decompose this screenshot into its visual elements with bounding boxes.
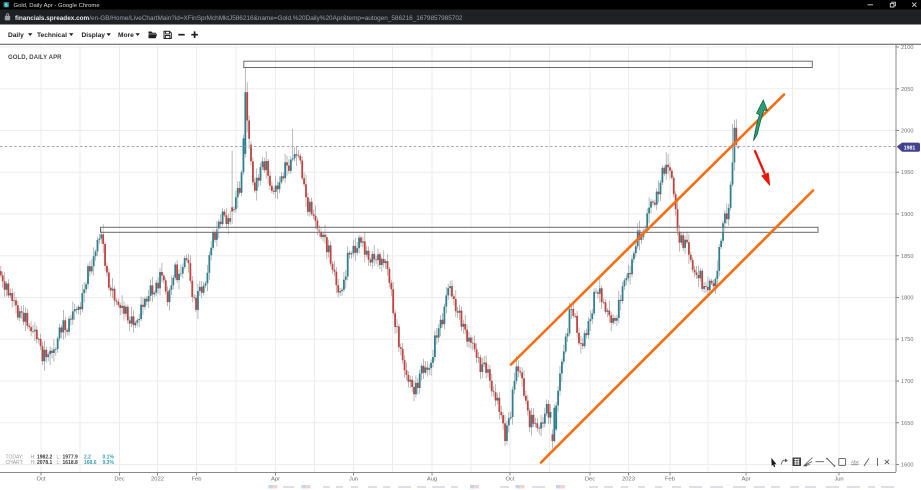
svg-text:Display: Display: [82, 32, 106, 39]
svg-text:L:: L:: [57, 460, 61, 466]
svg-text:2100: 2100: [901, 45, 913, 51]
svg-text:Gold, Daily Apr - Google Chrom: Gold, Daily Apr - Google Chrome: [14, 3, 101, 9]
svg-text:2.2: 2.2: [84, 454, 91, 460]
svg-text:1750: 1750: [901, 337, 913, 343]
svg-text:168.6: 168.6: [84, 460, 97, 466]
svg-text:1981: 1981: [904, 145, 916, 151]
svg-text:Apr: Apr: [271, 477, 280, 483]
svg-text:H:: H:: [31, 460, 36, 466]
svg-text:TODAY:: TODAY:: [6, 454, 24, 460]
svg-text:9.3%: 9.3%: [103, 460, 115, 466]
svg-text:Feb: Feb: [192, 477, 202, 483]
svg-text:GOLD, DAILY APR: GOLD, DAILY APR: [8, 55, 62, 61]
svg-text:1700: 1700: [901, 379, 913, 385]
svg-text:Abc: Abc: [851, 460, 860, 465]
svg-text:Technical: Technical: [37, 32, 67, 39]
svg-text:2000: 2000: [901, 129, 913, 135]
svg-text:financials.spreadex.com/en-GB/: financials.spreadex.com/en-GB/Home/LiveC…: [15, 15, 463, 22]
svg-text:Aug: Aug: [427, 477, 437, 483]
svg-text:1800: 1800: [901, 296, 913, 302]
svg-text:2078.1: 2078.1: [37, 460, 53, 466]
svg-text:Dec: Dec: [585, 477, 595, 483]
svg-text:S: S: [5, 3, 8, 8]
svg-text:Jun: Jun: [834, 477, 843, 483]
svg-text:Daily: Daily: [8, 32, 24, 39]
svg-text:L:: L:: [57, 454, 61, 460]
svg-text:Oct: Oct: [505, 477, 514, 483]
svg-text:2050: 2050: [901, 87, 913, 93]
svg-text:1977.9: 1977.9: [63, 454, 79, 460]
svg-text:1600: 1600: [901, 463, 913, 469]
svg-text:1900: 1900: [901, 212, 913, 218]
svg-text:CHART:: CHART:: [6, 460, 24, 466]
svg-text:0.1%: 0.1%: [103, 454, 115, 460]
svg-text:1950: 1950: [901, 170, 913, 176]
svg-text:Dec: Dec: [114, 477, 124, 483]
svg-text:More: More: [118, 32, 134, 39]
svg-text:1850: 1850: [901, 254, 913, 260]
svg-text:1618.8: 1618.8: [63, 460, 79, 466]
svg-text:1650: 1650: [901, 421, 913, 427]
svg-text:Apr: Apr: [741, 477, 750, 483]
svg-text:Jun: Jun: [349, 477, 358, 483]
svg-text:Feb: Feb: [665, 477, 675, 483]
svg-text:1982.2: 1982.2: [37, 454, 53, 460]
svg-text:H:: H:: [31, 454, 36, 460]
svg-text:2023: 2023: [622, 477, 635, 483]
svg-text:Oct: Oct: [36, 477, 45, 483]
svg-text:2022: 2022: [151, 477, 164, 483]
